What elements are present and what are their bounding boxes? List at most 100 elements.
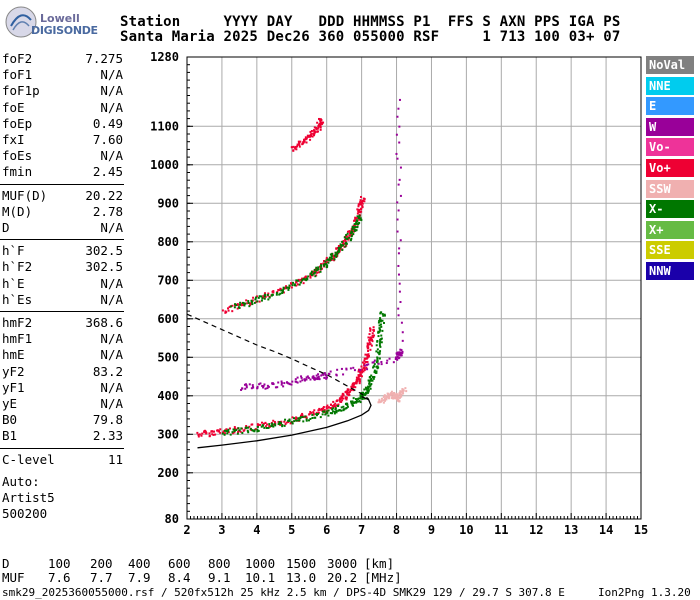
echo-point — [312, 377, 315, 380]
artist-build: 500200 — [2, 506, 48, 521]
echo-point — [364, 393, 367, 396]
echo-point — [331, 254, 334, 257]
echo-point — [354, 222, 357, 225]
echo-point — [395, 397, 398, 400]
param-label: D — [2, 220, 10, 235]
echo-point — [228, 427, 231, 430]
echo-point — [313, 126, 316, 129]
param-value: 11 — [107, 451, 123, 467]
echo-point — [397, 353, 400, 356]
echo-point — [360, 394, 363, 397]
echo-point — [397, 273, 400, 276]
echo-trace — [230, 214, 363, 309]
echo-point — [379, 323, 382, 326]
echo-point — [325, 258, 328, 261]
echo-point — [237, 431, 240, 434]
x-tick-label: 14 — [599, 523, 613, 537]
echo-point — [231, 431, 234, 434]
echo-point — [375, 344, 378, 347]
echo-point — [287, 288, 290, 291]
echo-point — [357, 397, 360, 400]
echo-point — [350, 389, 353, 392]
echo-point — [335, 404, 338, 407]
echo-point — [319, 121, 322, 124]
echo-point — [213, 430, 216, 433]
echo-point — [311, 413, 314, 416]
echo-point — [279, 292, 282, 295]
echo-point — [357, 210, 360, 213]
echo-point — [376, 357, 379, 360]
echo-point — [302, 277, 305, 280]
echo-point — [302, 420, 305, 423]
echo-point — [371, 361, 374, 364]
param-fmin: fmin 2.45 — [2, 164, 123, 180]
echo-point — [325, 376, 328, 379]
echo-point — [399, 348, 402, 351]
param-value: N/A — [100, 99, 123, 115]
echo-point — [358, 382, 361, 385]
echo-point — [359, 373, 362, 376]
echo-point — [354, 216, 357, 219]
echo-point — [296, 419, 299, 422]
echo-point — [290, 283, 293, 286]
param-label: yF2 — [2, 363, 25, 379]
echo-point — [359, 195, 362, 198]
echo-point — [333, 410, 336, 413]
echo-point — [323, 372, 326, 375]
echo-point — [367, 354, 370, 357]
echo-point — [317, 412, 320, 415]
echo-point — [324, 263, 327, 266]
echo-point — [203, 431, 206, 434]
echo-point — [225, 430, 228, 433]
echo-point — [371, 379, 374, 382]
echo-point — [256, 386, 259, 389]
echo-point — [327, 414, 330, 417]
echo-point — [303, 379, 306, 382]
echo-point — [367, 387, 370, 390]
echo-point — [221, 309, 224, 312]
echo-point — [342, 373, 345, 376]
echo-point — [390, 397, 393, 400]
echo-point — [301, 412, 304, 415]
echo-point — [227, 428, 230, 431]
electron-density-profile — [197, 396, 372, 449]
echo-trace — [240, 98, 404, 391]
echo-point — [239, 303, 242, 306]
param-value: 83.2 — [92, 363, 123, 379]
echo-point — [358, 214, 361, 217]
echo-point — [317, 126, 320, 129]
param-separator — [0, 447, 124, 449]
echo-point — [313, 129, 316, 132]
y-tick-label: 1000 — [150, 158, 179, 172]
echo-point — [310, 130, 313, 133]
param-value: 7.275 — [85, 51, 123, 66]
echo-point — [359, 201, 362, 204]
param-label: hmF1 — [2, 331, 33, 347]
echo-point — [260, 295, 263, 298]
echo-point — [245, 424, 248, 427]
echo-point — [240, 302, 243, 305]
echo-point — [401, 388, 404, 391]
echo-point — [321, 410, 324, 413]
echo-point — [230, 305, 233, 308]
echo-point — [351, 225, 354, 228]
echo-point — [358, 369, 361, 372]
echo-point — [309, 276, 312, 279]
echo-point — [223, 433, 226, 436]
param-value: N/A — [100, 291, 123, 307]
echo-point — [385, 398, 388, 401]
echo-point — [327, 258, 330, 261]
echo-point — [395, 392, 398, 395]
echo-point — [272, 291, 275, 294]
echo-point — [378, 357, 381, 360]
echo-point — [340, 367, 343, 370]
echo-point — [273, 420, 276, 423]
echo-point — [256, 424, 259, 427]
echo-point — [361, 368, 364, 371]
param-mufd: MUF(D) 20.22 — [2, 188, 123, 204]
echo-point — [379, 345, 382, 348]
echo-point — [197, 433, 200, 436]
echo-point — [302, 282, 305, 285]
echo-point — [268, 423, 271, 426]
echo-point — [255, 295, 258, 298]
